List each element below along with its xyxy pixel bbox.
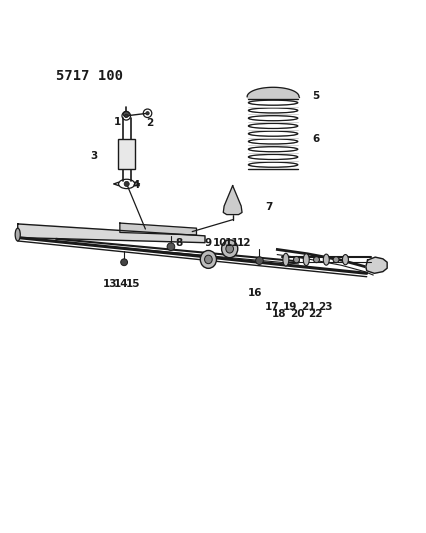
Text: 17: 17 xyxy=(264,302,279,312)
Text: 4: 4 xyxy=(132,180,139,190)
Ellipse shape xyxy=(221,240,237,258)
Ellipse shape xyxy=(282,253,288,266)
Ellipse shape xyxy=(313,257,319,263)
Circle shape xyxy=(146,111,149,115)
Ellipse shape xyxy=(322,254,328,265)
Text: 1: 1 xyxy=(114,117,121,127)
Ellipse shape xyxy=(302,254,308,265)
Ellipse shape xyxy=(200,251,216,268)
Ellipse shape xyxy=(204,255,212,264)
Text: 2: 2 xyxy=(146,118,153,128)
Polygon shape xyxy=(17,224,204,243)
Text: 16: 16 xyxy=(248,288,262,298)
Ellipse shape xyxy=(225,245,233,253)
Text: 19: 19 xyxy=(282,302,296,312)
Circle shape xyxy=(167,243,174,251)
Polygon shape xyxy=(223,185,242,215)
Text: 15: 15 xyxy=(125,279,140,289)
Circle shape xyxy=(121,259,127,265)
Ellipse shape xyxy=(293,256,299,263)
Text: 21: 21 xyxy=(300,302,314,312)
Ellipse shape xyxy=(15,228,20,241)
Text: 12: 12 xyxy=(236,238,251,248)
Polygon shape xyxy=(120,223,196,235)
Polygon shape xyxy=(365,257,386,273)
Text: 18: 18 xyxy=(272,309,286,319)
Text: 5717 100: 5717 100 xyxy=(56,69,123,83)
Circle shape xyxy=(124,114,128,118)
Text: 14: 14 xyxy=(114,279,129,289)
Polygon shape xyxy=(247,87,298,96)
Text: 6: 6 xyxy=(311,134,319,144)
Text: 5: 5 xyxy=(311,91,319,101)
Bar xyxy=(118,139,135,168)
Text: 3: 3 xyxy=(89,151,97,161)
Text: 9: 9 xyxy=(204,238,211,248)
Text: 8: 8 xyxy=(176,238,183,248)
Text: 23: 23 xyxy=(318,302,332,312)
Text: 20: 20 xyxy=(290,309,304,319)
Text: 7: 7 xyxy=(265,202,272,212)
Text: 22: 22 xyxy=(308,309,322,319)
Circle shape xyxy=(123,111,129,117)
Circle shape xyxy=(124,181,129,187)
Text: 10: 10 xyxy=(213,238,227,248)
Ellipse shape xyxy=(342,255,348,265)
Text: 11: 11 xyxy=(225,238,239,248)
Circle shape xyxy=(255,257,263,264)
Text: 13: 13 xyxy=(103,279,118,289)
Ellipse shape xyxy=(332,257,338,263)
